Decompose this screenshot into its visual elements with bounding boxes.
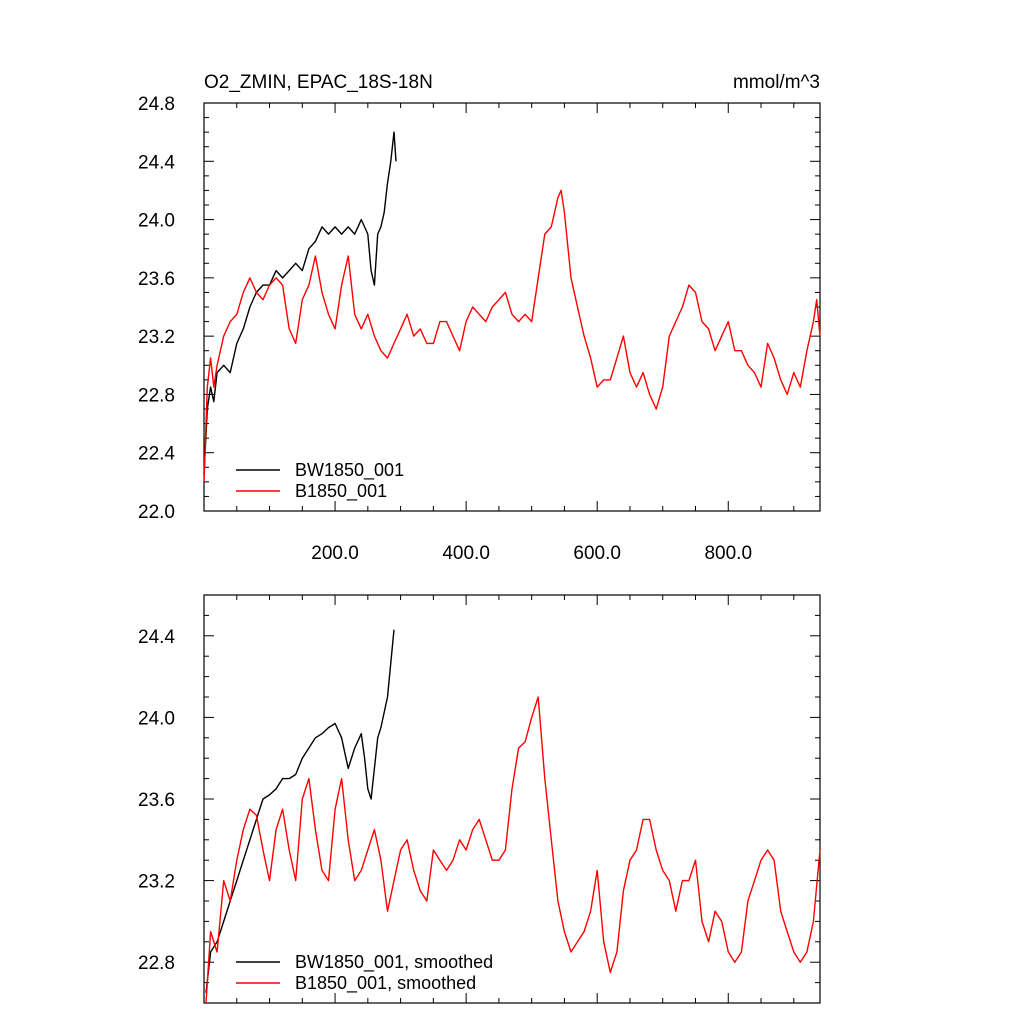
y-tick-label: 23.6: [138, 790, 175, 811]
y-tick-label: 23.2: [138, 872, 175, 893]
plot-frame: [203, 102, 821, 512]
series-line-1: [203, 189, 821, 482]
bottom-plot-area: 22.8 23.2 23.6 24.0 24.4 BW1850_001, smoothed…: [138, 594, 821, 1004]
legend-label: BW1850_001: [295, 460, 404, 481]
x-tick-label: 200.0: [311, 543, 359, 564]
y-tick-label: 24.8: [138, 94, 175, 115]
bottom-panel: 22.8 23.2 23.6 24.0 24.4 BW1850_001, smoothed…: [138, 594, 821, 1004]
legend-label: BW1850_001, smoothed: [295, 952, 493, 973]
legend-label: B1850_001, smoothed: [295, 973, 476, 994]
series-line-0: [205, 629, 395, 993]
units-label: mmol/m^3: [733, 72, 820, 93]
top-plot-area: 22.0 22.4 22.8 23.2 23.6 24.0 24.4 24.8 200.0 400…: [138, 94, 821, 564]
y-tick-label: 22.0: [138, 502, 175, 523]
x-tick-label: 800.0: [704, 543, 752, 564]
plot-frame: [203, 594, 821, 1004]
y-tick-label: 24.0: [138, 708, 175, 729]
x-tick-label: 600.0: [573, 543, 621, 564]
y-tick-label: 22.8: [138, 953, 175, 974]
x-tick-label: 400.0: [442, 543, 490, 564]
y-tick-label: 22.8: [138, 385, 175, 406]
y-tick-label: 24.4: [138, 627, 175, 648]
chart-title: O2_ZMIN, EPAC_18S-18N: [204, 72, 433, 93]
series-line-1: [205, 696, 821, 1004]
y-tick-label: 24.0: [138, 211, 175, 232]
y-tick-label: 23.6: [138, 269, 175, 290]
series-line-0: [203, 131, 397, 475]
y-tick-label: 23.2: [138, 327, 175, 348]
legend-label: B1850_001: [295, 481, 387, 502]
y-tick-label: 22.4: [138, 444, 175, 465]
top-panel: O2_ZMIN, EPAC_18S-18N mmol/m^3 22.022.42…: [138, 72, 821, 564]
y-tick-label: 24.4: [138, 152, 175, 173]
